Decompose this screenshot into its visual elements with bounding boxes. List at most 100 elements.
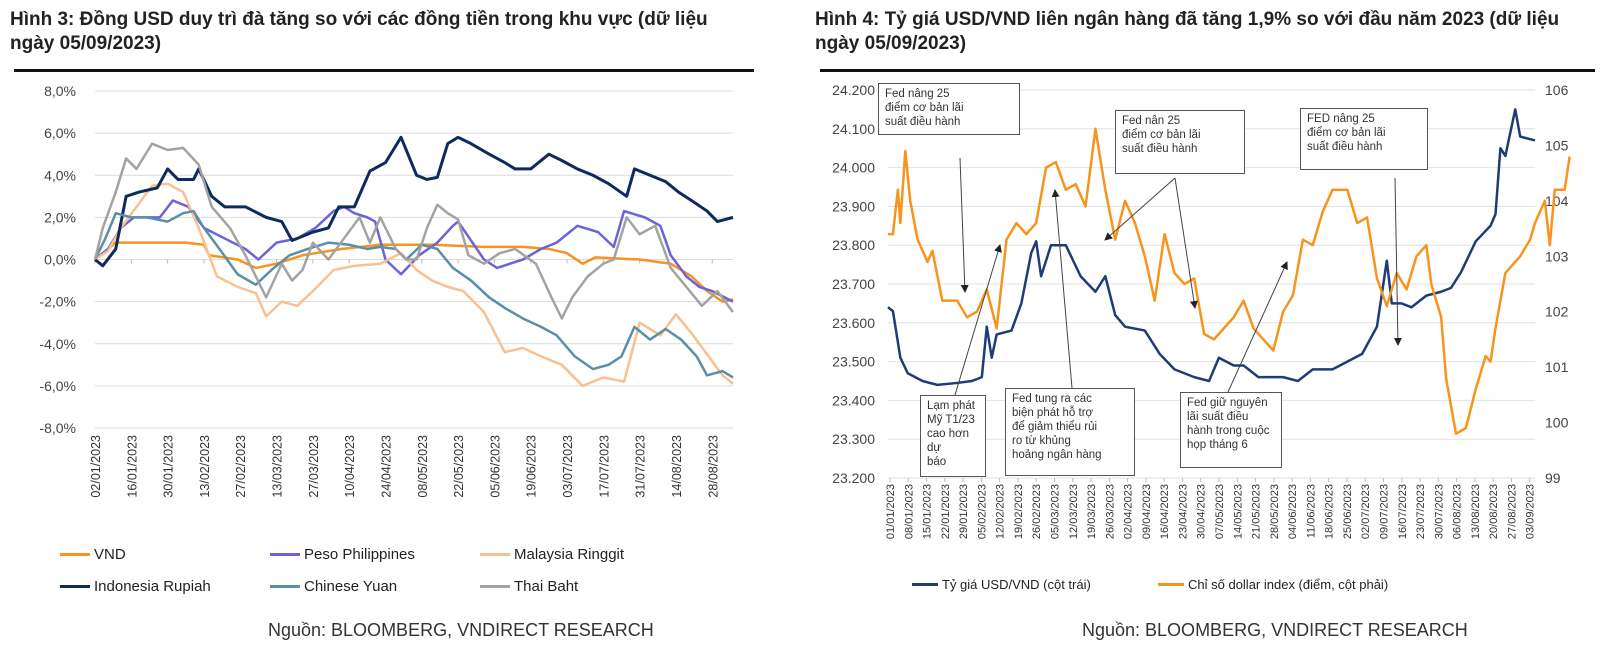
left-x-tick-label: 27/03/2023	[307, 435, 321, 498]
legend-swatch	[912, 583, 938, 586]
left-y-tick-label: 6,0%	[44, 125, 76, 141]
right-x-tick-label: 19/03/2023	[1086, 484, 1098, 539]
right-x-tick-label: 29/01/2023	[958, 484, 970, 539]
right-left-y-tick-label: 23.500	[832, 354, 875, 370]
right-left-y-tick-label: 23.700	[832, 276, 875, 292]
left-x-tick-label: 24/04/2023	[379, 435, 393, 498]
left-legend-item: Indonesia Rupiah	[60, 578, 211, 595]
left-legend-item: Malaysia Ringgit	[480, 546, 624, 563]
right-left-y-tick-label: 23.200	[832, 470, 875, 486]
right-x-tick-label: 23/07/2023	[1415, 484, 1427, 539]
legend-swatch	[480, 553, 510, 556]
right-title-rule	[820, 69, 1595, 72]
right-right-y-tick-label: 103	[1545, 248, 1569, 264]
right-left-y-tick-label: 23.300	[832, 431, 875, 447]
right-right-y-tick-label: 102	[1545, 304, 1569, 320]
right-x-tick-label: 19/02/2023	[1013, 484, 1025, 539]
right-x-tick-label: 03/09/2023	[1525, 484, 1537, 539]
right-x-tick-label: 20/08/2023	[1488, 484, 1500, 539]
annotation-box: Fed nân 25 điểm cơ bản lãi suất điều hàn…	[1115, 110, 1245, 174]
legend-swatch	[480, 585, 510, 588]
right-x-tick-label: 02/07/2023	[1360, 484, 1372, 539]
right-right-y-tick-label: 106	[1545, 82, 1569, 98]
left-series-line-indonesia-rupiah	[94, 135, 734, 268]
right-x-tick-label: 07/05/2023	[1214, 484, 1226, 539]
left-x-tick-label: 19/06/2023	[525, 435, 539, 498]
right-x-tick-label: 09/07/2023	[1378, 484, 1390, 539]
right-x-tick-label: 28/05/2023	[1269, 484, 1281, 539]
left-y-tick-label: 4,0%	[44, 167, 76, 183]
right-left-y-tick-label: 24.200	[832, 82, 875, 98]
legend-label: VND	[94, 546, 126, 563]
left-x-tick-label: 03/07/2023	[561, 435, 575, 498]
left-title-rule	[14, 69, 754, 72]
right-right-y-tick-label: 99	[1545, 470, 1561, 486]
left-x-tick-label: 02/01/2023	[89, 435, 103, 498]
legend-label: Thai Baht	[514, 578, 579, 595]
left-x-tick-label: 08/05/2023	[416, 435, 430, 498]
left-y-tick-label: -8,0%	[39, 420, 76, 436]
right-x-tick-label: 30/07/2023	[1433, 484, 1445, 539]
right-right-y-tick-label: 104	[1545, 193, 1569, 209]
right-x-tick-label: 25/06/2023	[1342, 484, 1354, 539]
left-y-tick-label: 8,0%	[44, 83, 76, 99]
right-x-tick-label: 12/02/2023	[995, 484, 1007, 539]
right-x-tick-label: 27/08/2023	[1506, 484, 1518, 539]
right-x-tick-label: 13/08/2023	[1470, 484, 1482, 539]
right-x-tick-label: 23/04/2023	[1177, 484, 1189, 539]
right-right-y-tick-label: 105	[1545, 137, 1569, 153]
left-legend-item: VND	[60, 546, 126, 563]
right-x-tick-label: 08/01/2023	[903, 484, 915, 539]
legend-swatch	[270, 585, 300, 588]
right-x-tick-label: 26/02/2023	[1031, 484, 1043, 539]
left-y-tick-label: -6,0%	[39, 378, 76, 394]
left-x-tick-label: 27/02/2023	[234, 435, 248, 498]
left-x-tick-label: 30/01/2023	[162, 435, 176, 498]
legend-label: Chỉ số dollar index (điểm, cột phải)	[1188, 577, 1389, 592]
dollar-index-line	[888, 127, 1571, 435]
right-x-tick-label: 15/01/2023	[922, 484, 934, 539]
left-series-line-chinese-yuan	[93, 209, 734, 379]
annotation-box: Lạm phát Mỹ T1/23 cao hơn dự báo	[920, 395, 986, 477]
left-y-tick-label: 0,0%	[44, 252, 76, 268]
right-x-tick-label: 18/06/2023	[1324, 484, 1336, 539]
left-x-tick-label: 17/07/2023	[597, 435, 611, 498]
left-x-tick-label: 14/08/2023	[670, 435, 684, 498]
right-x-tick-label: 21/05/2023	[1251, 484, 1263, 539]
left-source: Nguồn: BLOOMBERG, VNDIRECT RESEARCH	[268, 620, 654, 640]
right-x-tick-label: 11/06/2023	[1305, 484, 1317, 538]
legend-swatch	[270, 553, 300, 556]
right-x-tick-label: 05/02/2023	[976, 484, 988, 539]
right-chart-title: Hình 4: Tỷ giá USD/VND liên ngân hàng đã…	[815, 9, 1560, 54]
left-x-tick-label: 05/06/2023	[488, 435, 502, 498]
right-left-y-tick-label: 23.900	[832, 198, 875, 214]
right-right-y-tick-label: 100	[1545, 415, 1569, 431]
annotation-arrow	[1104, 177, 1176, 241]
right-x-tick-label: 16/04/2023	[1159, 484, 1171, 539]
legend-swatch	[1158, 583, 1184, 586]
right-x-tick-label: 04/06/2023	[1287, 484, 1299, 539]
legend-swatch	[60, 553, 90, 556]
right-x-tick-label: 16/07/2023	[1397, 484, 1409, 539]
left-x-tick-label: 13/03/2023	[271, 435, 285, 498]
left-series-line-malaysia-ringgit	[94, 182, 734, 388]
right-x-tick-label: 02/04/2023	[1123, 484, 1135, 539]
annotation-box: Fed giữ nguyên lãi suất điều hành trong …	[1180, 392, 1282, 468]
left-x-tick-label: 13/02/2023	[198, 435, 212, 498]
right-legend-item: Chỉ số dollar index (điểm, cột phải)	[1158, 577, 1388, 592]
left-series-line-thai-baht	[93, 142, 735, 320]
annotation-arrow	[1174, 177, 1198, 309]
left-x-tick-label: 28/08/2023	[706, 435, 720, 498]
right-x-tick-label: 01/01/2023	[885, 484, 897, 539]
right-left-y-tick-label: 23.600	[832, 315, 875, 331]
annotation-arrow	[1227, 261, 1288, 393]
left-x-tick-label: 10/04/2023	[343, 435, 357, 498]
annotation-arrow	[1393, 177, 1402, 346]
annotation-arrow	[954, 244, 1002, 396]
legend-label: Chinese Yuan	[304, 578, 398, 595]
right-x-tick-label: 26/03/2023	[1104, 484, 1116, 539]
left-series-line-vnd	[94, 241, 734, 303]
usd-vnd-line	[887, 108, 1536, 387]
right-x-tick-label: 22/01/2023	[940, 484, 952, 539]
